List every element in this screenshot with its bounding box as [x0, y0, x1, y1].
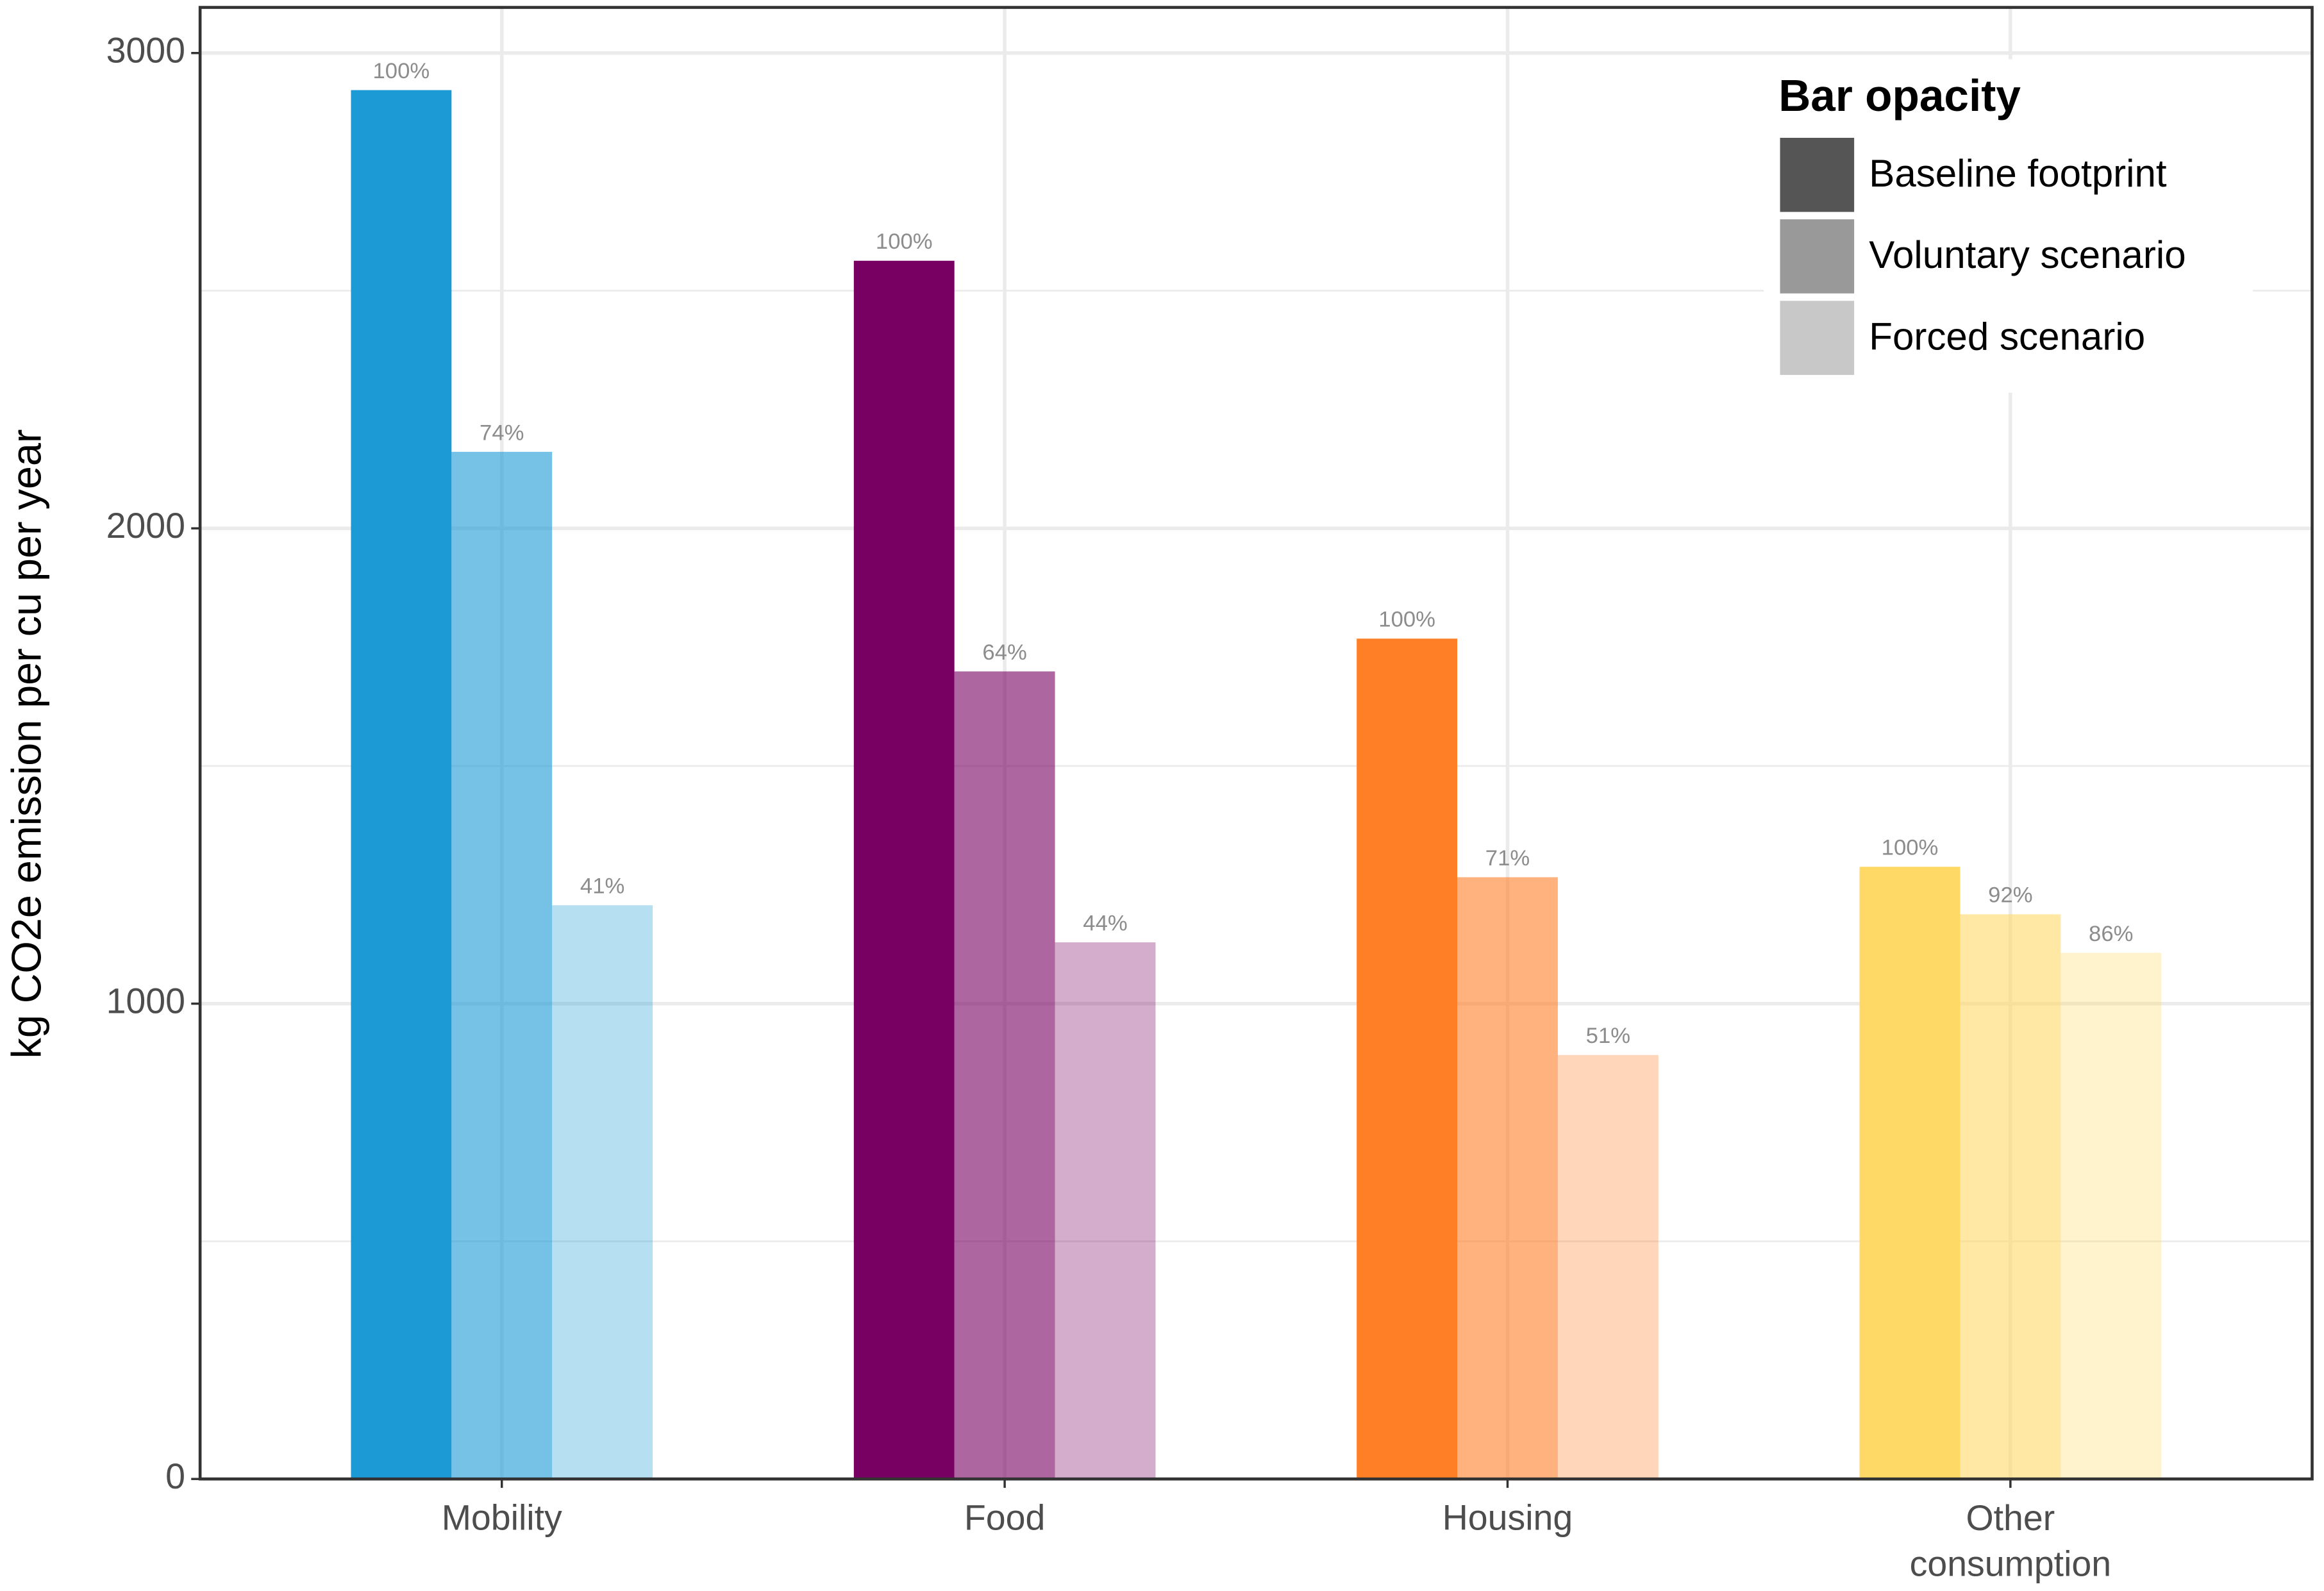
value-label: 64% [982, 640, 1026, 665]
front: 0 1000 2000 3000 Mobility Food Housing Other con… [106, 6, 2314, 1584]
x-tick-label: Food [964, 1498, 1045, 1538]
bar [954, 671, 1055, 1479]
legend-swatch [1780, 301, 1855, 375]
x-tick-label: Housing [1442, 1498, 1573, 1538]
value-label: 71% [1485, 846, 1530, 870]
bar [451, 451, 553, 1479]
y-tick-label: 2000 [106, 506, 185, 546]
bar [1859, 867, 1960, 1479]
panel-border [198, 6, 2314, 1481]
bar [853, 260, 955, 1479]
value-label: 44% [1083, 911, 1127, 935]
value-label: 100% [1882, 836, 1939, 860]
bar [1960, 914, 2061, 1479]
bar [1557, 1054, 1659, 1479]
bar [552, 905, 653, 1479]
value-label: 100% [876, 229, 933, 254]
value-label: 41% [580, 874, 624, 899]
x-tick-label: Other consumption [1910, 1498, 2112, 1584]
legend-title: Bar opacity [1778, 71, 2021, 121]
x-tick-label: Mobility [442, 1498, 562, 1538]
value-label: 100% [1378, 608, 1435, 632]
bar [2061, 953, 2162, 1479]
value-label: 92% [1988, 883, 2032, 908]
bar [1357, 638, 1458, 1479]
value-label: 51% [1586, 1024, 1630, 1048]
value-label: 86% [2089, 922, 2133, 946]
legend-label: Baseline footprint [1869, 152, 2167, 195]
bars: 100% 100% 100% 100% 74% 64% 71% 92% 41% 44% 51% 86% [351, 59, 2162, 1479]
y-tick-label: 3000 [106, 30, 185, 70]
bar [1457, 877, 1558, 1479]
value-label: 74% [480, 421, 524, 445]
value-label: 100% [373, 59, 430, 83]
y-tick-label: 1000 [106, 981, 185, 1020]
y-tick-label: 0 [165, 1456, 185, 1496]
bar [351, 90, 452, 1479]
legend-label: Forced scenario [1869, 315, 2145, 358]
legend-label: Voluntary scenario [1869, 233, 2186, 276]
legend-swatch [1780, 219, 1855, 294]
bar [1055, 942, 1156, 1479]
y-axis-title: kg CO2e emission per cu per year [3, 429, 49, 1059]
legend-swatch [1780, 138, 1855, 212]
